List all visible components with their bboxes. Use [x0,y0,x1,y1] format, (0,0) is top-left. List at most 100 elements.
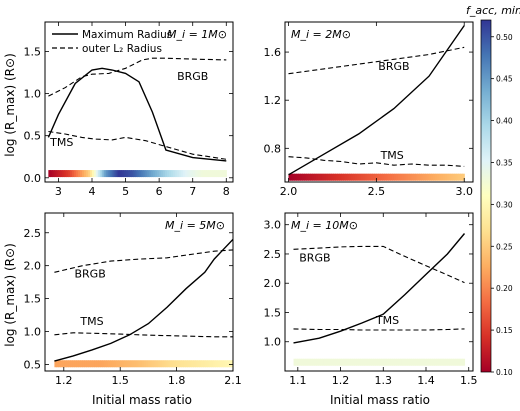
facc-strip-segment [379,358,382,366]
y-tick-label: 1.0 [24,326,42,339]
facc-strip-segment [141,360,145,368]
facc-strip-segment [54,360,57,368]
facc-strip-segment [177,360,181,368]
facc-strip-segment [304,358,308,366]
facc-strip-segment [345,173,348,181]
x-tick-label: 1.1 [289,374,307,387]
facc-strip-segment [309,173,313,181]
facc-strip-segment [139,170,142,178]
facc-strip-segment [443,358,447,366]
facc-strip-segment [451,358,454,366]
facc-strip-segment [56,170,59,178]
facc-strip-segment [221,360,224,368]
facc-strip-segment [218,170,221,178]
facc-strip-segment [163,360,167,368]
facc-strip-segment [137,360,141,368]
x-tick-label: 5 [122,185,129,198]
facc-strip-segment [306,173,309,181]
facc-strip-segment [178,170,182,178]
panel-label: M_i = 5M⊙ [165,219,225,232]
facc-strip-segment [419,173,422,181]
facc-strip-segment [70,360,73,368]
facc-strip-segment [176,170,180,178]
panel-label: M_i = 1M⊙ [167,28,227,41]
facc-strip-segment [145,170,148,178]
legend: Maximum Radius outer L₂ Radius [52,29,172,55]
facc-strip-segment [304,173,307,181]
facc-strip-segment [94,360,97,368]
facc-strip-segment [333,358,336,366]
facc-strip-segment [390,358,393,366]
facc-strip-segment [436,173,440,181]
ylabel-top: log (R_max) (R⊙) [3,53,17,157]
y-tick-label: 0.8 [264,142,282,155]
facc-strip-segment [109,360,113,368]
panel-label: M_i = 2M⊙ [291,28,351,41]
y-tick-label: 3.0 [264,219,282,232]
facc-strip-segment [417,173,420,181]
facc-strip-segment [217,360,220,368]
facc-strip-segment [192,170,196,178]
facc-strip-segment [394,358,397,366]
x-tick-label: 2.5 [368,185,386,198]
curve-label-tms: TMS [380,149,404,162]
facc-strip-segment [339,358,342,366]
facc-strip-segment [339,173,342,181]
curve-label-brgb: BRGB [177,70,208,83]
facc-strip-segment [161,360,165,368]
facc-strip-segment [135,170,138,178]
facc-strip-segment [341,358,344,366]
facc-strip-segment [367,358,371,366]
facc-strip-segment [422,358,426,366]
facc-strip-segment [147,360,151,368]
facc-strip-segment [196,170,200,178]
facc-strip-segment [195,360,198,368]
facc-strip-segment [401,173,405,181]
facc-strip-segment [153,170,156,178]
facc-strip-segment [431,173,434,181]
facc-strip-segment [450,173,454,181]
facc-strip-segment [401,358,405,366]
facc-strip-segment [92,360,95,368]
facc-strip-segment [211,360,214,368]
facc-strip-segment [62,170,65,178]
facc-strip-segment [445,358,448,366]
facc-strip-segment [337,358,340,366]
series-l2-radius-brgb [288,46,465,75]
facc-strip-segment [444,173,448,181]
facc-strip-segment [460,358,464,366]
facc-strip-segment [79,170,83,178]
colorbar-tick-label: 0.10 [496,368,513,377]
facc-strip-segment [297,358,300,366]
x-tick-label: 1.8 [168,374,186,387]
y-tick-label: 1.0 [264,336,282,349]
facc-strip-segment [403,173,407,181]
facc-strip-segment [323,173,327,181]
facc-strip-segment [388,358,391,366]
facc-strip-segment [454,173,458,181]
facc-strip-segment [395,173,399,181]
facc-strip-segment [360,173,364,181]
facc-strip-segment [170,170,174,178]
facc-strip-segment [456,358,460,366]
facc-strip-segment [181,360,184,368]
facc-strip-segment [350,173,354,181]
series-max-radius [293,233,466,344]
facc-strip-segment [453,358,456,366]
facc-strip-segment [397,173,401,181]
facc-strip-segment [362,173,366,181]
panel-5msun: 1.2 1.5 1.8 2.1 0.5 1.0 1.5 2.0 2.5 BRGB TMS M_i = … [24,212,242,387]
facc-strip-segment [390,173,393,181]
panel-label: M_i = 10M⊙ [291,219,358,232]
series-max-radius [288,25,465,176]
facc-strip-segment [131,360,135,368]
facc-strip-segment [60,170,63,178]
colorbar-tick-label: 0.20 [496,284,513,293]
facc-strip-segment [48,170,51,178]
facc-strip-segment [117,170,121,178]
y-tick-label: 1.6 [264,46,282,59]
series-l2-radius-brgb [293,245,465,284]
facc-strip-segment [342,358,346,366]
facc-strip-segment [458,358,462,366]
facc-strip-segment [76,170,79,178]
